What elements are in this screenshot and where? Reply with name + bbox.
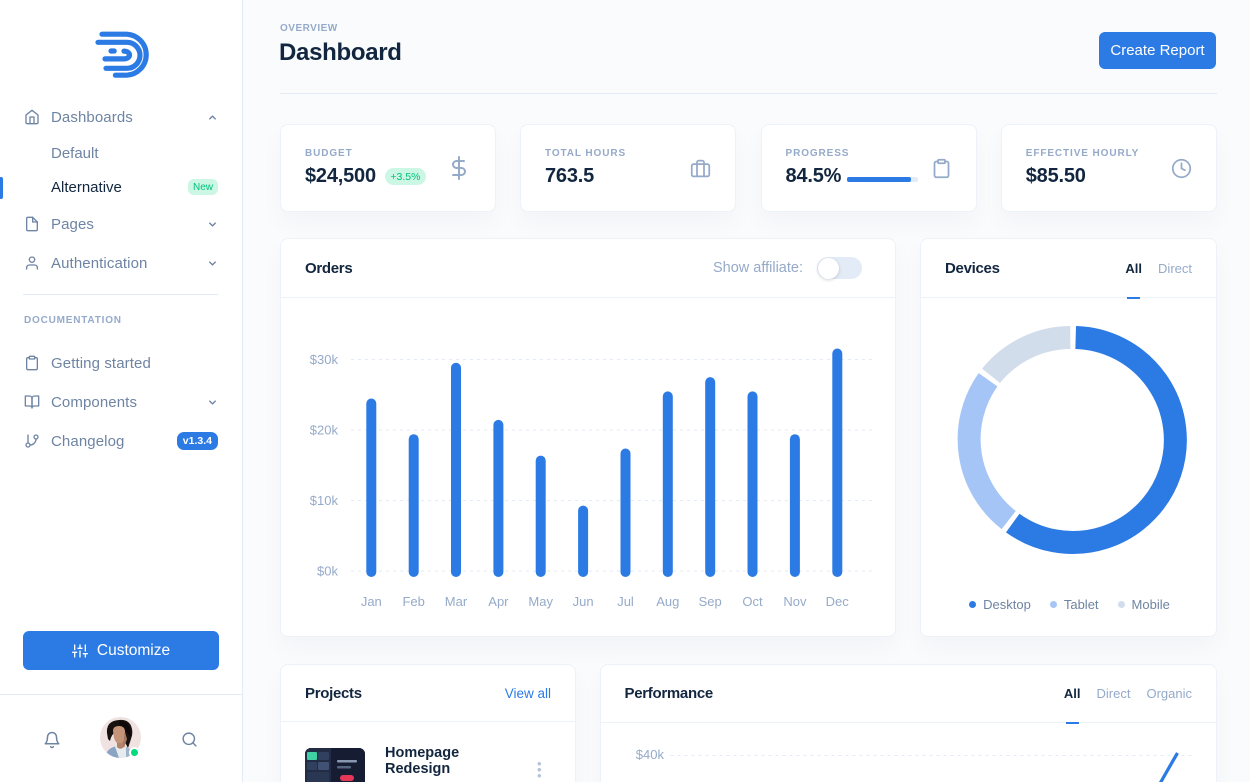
svg-text:$20k: $20k	[310, 423, 339, 438]
svg-text:$0k: $0k	[317, 564, 338, 579]
svg-text:$30k: $30k	[310, 352, 339, 367]
svg-text:$40k: $40k	[635, 747, 664, 762]
svg-text:$10k: $10k	[310, 493, 339, 508]
